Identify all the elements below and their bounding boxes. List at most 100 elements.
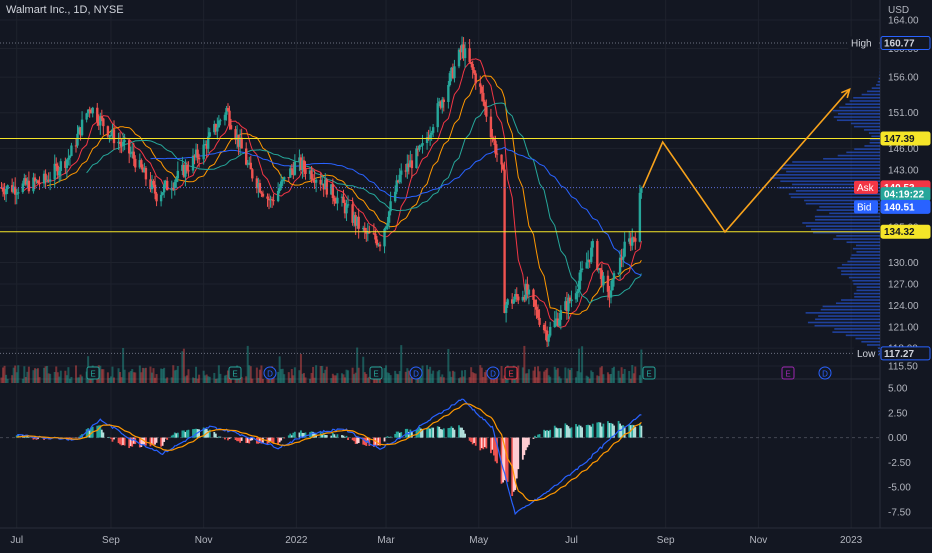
- macd-histogram-bar: [326, 435, 328, 438]
- candle-body: [386, 223, 388, 227]
- macd-histogram-bar: [283, 438, 285, 439]
- candle-body: [502, 164, 504, 169]
- candle-body: [145, 168, 147, 179]
- price-label-tag-text: Ask: [857, 183, 875, 194]
- volume-bar: [326, 367, 328, 383]
- candle-body: [266, 197, 268, 199]
- ma-mid-line: [47, 76, 641, 314]
- candles: [0, 36, 642, 347]
- price-label-value: 140.51: [884, 202, 915, 213]
- macd-histogram-bar: [156, 438, 158, 443]
- profile-bin: [841, 299, 880, 301]
- price-tick-label: 130.00: [888, 258, 919, 269]
- macd-histogram-bar: [485, 438, 487, 449]
- candle-body: [155, 194, 157, 202]
- price-axis[interactable]: 164.00160.00156.00151.00146.00143.00135.…: [848, 16, 930, 519]
- macd-histogram-bar: [549, 430, 551, 438]
- candle-body: [66, 160, 68, 168]
- price-tick-label: 115.50: [888, 362, 918, 373]
- candle-body: [49, 179, 51, 181]
- macd-histogram-bar: [188, 430, 190, 438]
- volume-bar: [198, 375, 200, 383]
- price-label-value: 117.27: [884, 349, 914, 360]
- candle-body: [160, 195, 162, 201]
- profile-bin: [852, 280, 880, 282]
- profile-bin: [833, 110, 880, 112]
- candle-body: [70, 145, 72, 156]
- profile-bin: [861, 341, 880, 343]
- profile-bin: [815, 219, 880, 221]
- profile-bin: [838, 155, 880, 157]
- candle-body: [376, 239, 378, 245]
- price-tick-label: 151.00: [888, 108, 919, 119]
- profile-bin: [775, 174, 880, 176]
- price-label-value: 134.32: [884, 227, 915, 238]
- candle-body: [485, 107, 487, 117]
- event-letter: D: [267, 370, 273, 379]
- profile-bin: [876, 84, 880, 86]
- volume-bar: [315, 365, 317, 383]
- candle-body: [479, 83, 481, 86]
- volume-bar: [613, 367, 615, 383]
- candle-body: [357, 217, 359, 229]
- volume-bar: [539, 371, 541, 383]
- profile-bin: [815, 318, 880, 320]
- candle-body: [506, 299, 508, 305]
- candle-body: [379, 244, 381, 246]
- volume-bar: [358, 368, 360, 383]
- candle-body: [496, 154, 498, 155]
- candle-body: [17, 192, 19, 193]
- horizontal-levels[interactable]: [0, 43, 880, 353]
- candle-body: [500, 155, 502, 165]
- candle-body: [259, 183, 261, 192]
- profile-bin: [770, 177, 880, 179]
- candle-body: [230, 125, 232, 129]
- profile-bin: [854, 126, 880, 128]
- volume-bar: [113, 377, 115, 383]
- event-letter: D: [490, 370, 496, 379]
- symbol-title[interactable]: Walmart Inc., 1D, NYSE: [6, 4, 124, 16]
- candle-body: [96, 108, 98, 122]
- candle-body: [219, 120, 221, 121]
- macd-histogram-bar: [28, 438, 30, 439]
- candle-body: [283, 177, 285, 180]
- candle-body: [453, 66, 455, 78]
- volume-bar: [283, 374, 285, 383]
- candle-body: [272, 200, 274, 201]
- candle-body: [251, 169, 253, 178]
- grid: [0, 0, 932, 528]
- volume-bar: [145, 368, 147, 383]
- candle-body: [347, 204, 349, 205]
- candle-body: [101, 116, 103, 118]
- price-label-tag-text: Bid: [857, 202, 871, 213]
- candle-body: [55, 164, 57, 166]
- candle-body: [607, 276, 609, 292]
- candle-body: [134, 159, 136, 168]
- candle-body: [581, 268, 583, 270]
- macd-tick-label: -5.00: [888, 483, 911, 494]
- candle-body: [196, 150, 198, 158]
- profile-bin: [808, 322, 880, 324]
- candle-body: [528, 290, 530, 295]
- candle-body: [420, 146, 422, 147]
- candle-body: [447, 85, 449, 102]
- profile-bin: [867, 91, 880, 93]
- profile-bin: [818, 315, 880, 317]
- candle-body: [399, 175, 401, 182]
- candle-body: [186, 165, 188, 170]
- candle-body: [449, 73, 451, 85]
- macd-histogram-bar: [592, 424, 594, 438]
- candle-body: [240, 138, 242, 149]
- macd-histogram-bar: [390, 437, 392, 438]
- candle-body: [54, 164, 56, 180]
- profile-bin: [851, 254, 880, 256]
- macd-histogram-bar: [602, 424, 604, 438]
- profile-bin: [869, 132, 880, 134]
- candle-body: [388, 211, 390, 222]
- profile-bin: [815, 216, 880, 218]
- candle-body: [490, 117, 492, 138]
- candle-body: [513, 299, 515, 303]
